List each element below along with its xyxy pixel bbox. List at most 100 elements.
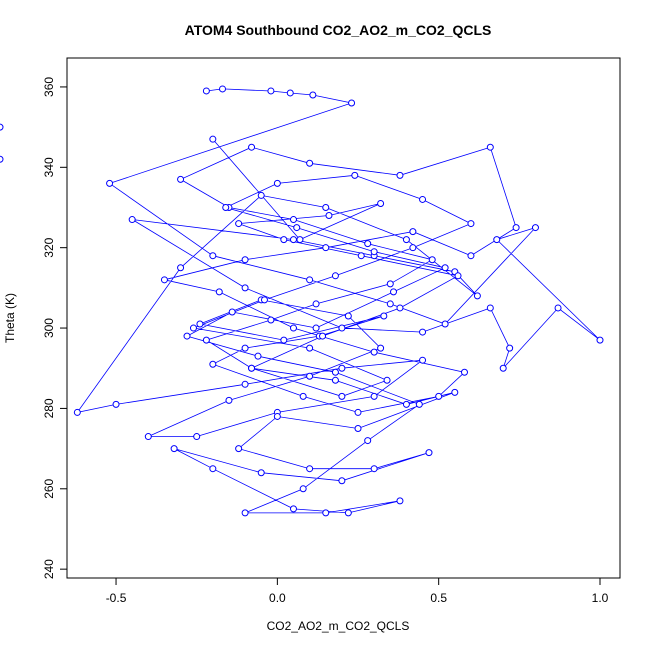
data-point bbox=[370, 348, 378, 356]
data-point bbox=[506, 344, 514, 352]
data-point bbox=[177, 175, 185, 183]
data-point bbox=[344, 312, 352, 320]
y-tick-label: 340 bbox=[42, 157, 56, 177]
data-point bbox=[396, 171, 404, 179]
data-point bbox=[467, 220, 475, 228]
data-point bbox=[248, 364, 256, 372]
data-point bbox=[473, 292, 481, 300]
data-point bbox=[419, 328, 427, 336]
data-point bbox=[396, 497, 404, 505]
x-axis-label: CO2_AO2_m_CO2_QCLS bbox=[267, 619, 410, 633]
data-point bbox=[435, 392, 443, 400]
y-tick-label: 300 bbox=[42, 318, 56, 338]
data-point bbox=[338, 392, 346, 400]
data-line bbox=[76, 88, 601, 514]
data-point bbox=[193, 433, 201, 441]
data-point bbox=[554, 304, 562, 312]
data-point bbox=[286, 89, 294, 97]
data-point bbox=[402, 400, 410, 408]
data-point bbox=[215, 288, 223, 296]
data-point bbox=[209, 360, 217, 368]
data-point bbox=[241, 509, 249, 517]
data-point bbox=[419, 356, 427, 364]
data-point bbox=[309, 91, 317, 99]
data-point bbox=[196, 320, 204, 328]
y-tick-label: 240 bbox=[42, 559, 56, 579]
data-point bbox=[267, 87, 275, 95]
data-point bbox=[396, 304, 404, 312]
data-point bbox=[499, 364, 507, 372]
data-point bbox=[370, 248, 378, 256]
data-point bbox=[441, 264, 449, 272]
data-point bbox=[241, 380, 249, 388]
data-point bbox=[364, 437, 372, 445]
data-point bbox=[248, 143, 256, 151]
data-point bbox=[380, 312, 388, 320]
data-point bbox=[306, 465, 314, 473]
data-point bbox=[222, 203, 230, 211]
x-tick-label: 0.5 bbox=[430, 591, 447, 605]
data-point bbox=[225, 396, 233, 404]
data-point bbox=[306, 372, 314, 380]
data-point bbox=[322, 244, 330, 252]
data-point bbox=[280, 336, 288, 344]
x-tick-label: 1.0 bbox=[592, 591, 609, 605]
data-point bbox=[241, 284, 249, 292]
data-point bbox=[460, 368, 468, 376]
data-point bbox=[451, 388, 459, 396]
data-point bbox=[260, 296, 268, 304]
data-point bbox=[183, 332, 191, 340]
data-point bbox=[441, 320, 449, 328]
data-point bbox=[0, 155, 4, 163]
data-point bbox=[383, 376, 391, 384]
data-point bbox=[331, 376, 339, 384]
data-point bbox=[296, 236, 304, 244]
data-point bbox=[254, 352, 262, 360]
data-point bbox=[299, 392, 307, 400]
data-point bbox=[322, 509, 330, 517]
data-point bbox=[312, 324, 320, 332]
data-point bbox=[370, 392, 378, 400]
data-point bbox=[289, 236, 297, 244]
data-point bbox=[454, 272, 462, 280]
data-point bbox=[202, 336, 210, 344]
data-point bbox=[219, 85, 227, 93]
data-point bbox=[177, 264, 185, 272]
data-point bbox=[209, 465, 217, 473]
data-point bbox=[386, 300, 394, 308]
data-point bbox=[486, 143, 494, 151]
data-point bbox=[425, 449, 433, 457]
data-point bbox=[419, 195, 427, 203]
data-point bbox=[357, 252, 365, 260]
data-point bbox=[364, 240, 372, 248]
data-point bbox=[386, 280, 394, 288]
data-point bbox=[299, 485, 307, 493]
y-tick-label: 260 bbox=[42, 478, 56, 498]
data-point bbox=[189, 324, 197, 332]
data-point bbox=[415, 400, 423, 408]
data-point bbox=[493, 236, 501, 244]
data-point bbox=[280, 236, 288, 244]
data-point bbox=[331, 272, 339, 280]
data-point bbox=[409, 228, 417, 236]
data-point bbox=[306, 276, 314, 284]
data-point bbox=[289, 324, 297, 332]
plot-frame bbox=[66, 57, 621, 579]
y-axis-label: Theta (K) bbox=[3, 293, 17, 343]
data-point bbox=[331, 368, 339, 376]
data-point bbox=[128, 216, 136, 224]
data-point bbox=[512, 224, 520, 232]
data-point bbox=[235, 445, 243, 453]
x-tick-label: 0.0 bbox=[269, 591, 286, 605]
data-point bbox=[170, 445, 178, 453]
data-point bbox=[319, 332, 327, 340]
data-point bbox=[202, 87, 210, 95]
data-point bbox=[160, 276, 168, 284]
data-point bbox=[596, 336, 604, 344]
data-point bbox=[0, 123, 4, 131]
data-point bbox=[377, 199, 385, 207]
data-point bbox=[289, 505, 297, 513]
data-point bbox=[351, 171, 359, 179]
y-tick-label: 280 bbox=[42, 398, 56, 418]
